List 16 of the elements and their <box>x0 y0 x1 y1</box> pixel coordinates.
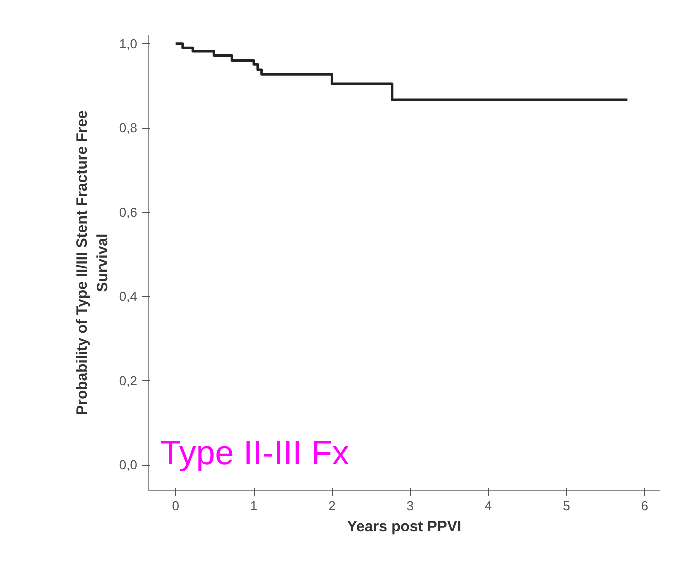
x-axis-title: Years post PPVI <box>347 518 462 536</box>
y-tick-label: 0,4 <box>119 289 138 304</box>
y-axis-title: Probability of Type II/III Stent Fracture Free Survival <box>74 110 112 416</box>
x-tick-label: 3 <box>406 498 414 514</box>
x-tick-label: 6 <box>641 498 648 514</box>
y-tick-label: 0,0 <box>119 458 138 473</box>
x-tick-label: 2 <box>328 498 336 514</box>
y-tick-label: 0,2 <box>119 373 138 388</box>
y-tick-label: 1,0 <box>119 36 138 52</box>
y-tick-label: 0,8 <box>119 120 138 136</box>
y-tick-label: 0,6 <box>119 204 138 220</box>
x-tick-label: 1 <box>250 498 258 514</box>
x-tick-label: 5 <box>563 498 570 514</box>
x-tick-label: 0 <box>172 498 180 514</box>
annotation: Type II-III Fx <box>160 434 350 472</box>
x-tick-label: 4 <box>484 498 492 514</box>
